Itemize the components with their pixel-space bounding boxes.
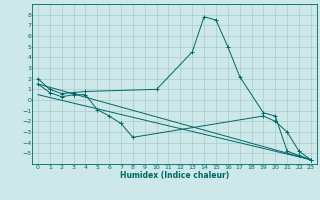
X-axis label: Humidex (Indice chaleur): Humidex (Indice chaleur) [120,171,229,180]
